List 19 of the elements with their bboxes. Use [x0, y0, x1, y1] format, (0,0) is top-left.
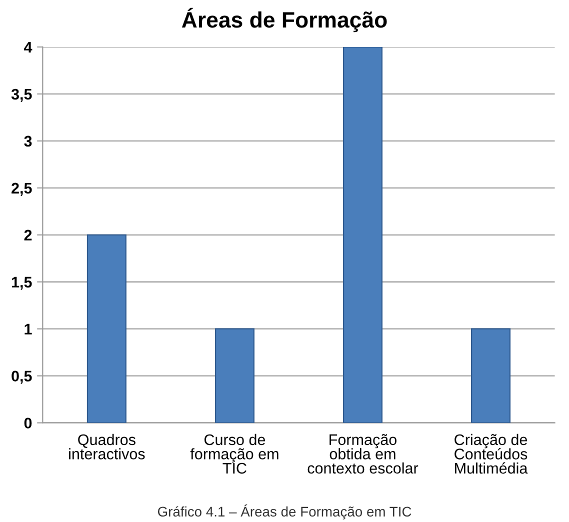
y-tick-label: 4 [24, 42, 32, 53]
y-tick-label: 2,5 [12, 182, 32, 196]
bar [214, 328, 254, 423]
text: Gráfico 4.1 – Áreas de Formação em TIC [158, 504, 412, 520]
x-tick-label: Curso de formação em TIC [190, 434, 278, 474]
y-tick-label: 0 [24, 418, 32, 429]
y-tick-label: 2 [24, 230, 32, 240]
x-tick-label: Formação obtida em contexto escolar [308, 434, 418, 474]
y-tick-label: 3,5 [11, 88, 32, 102]
chart-title: Áreas de Formação [182, 8, 387, 32]
x-tick-label: Criação de Conteúdos Multimédia [454, 434, 528, 474]
y-tick-label: 3 [24, 136, 32, 147]
y-tick-label: 1 [24, 324, 32, 334]
y-tick-label: 1,5 [12, 276, 32, 290]
bar [342, 46, 382, 423]
bar [86, 234, 126, 423]
y-tick-label: 0,5 [12, 370, 32, 384]
x-tick-label: Quadros interactivos [69, 434, 145, 460]
bar [471, 328, 511, 423]
